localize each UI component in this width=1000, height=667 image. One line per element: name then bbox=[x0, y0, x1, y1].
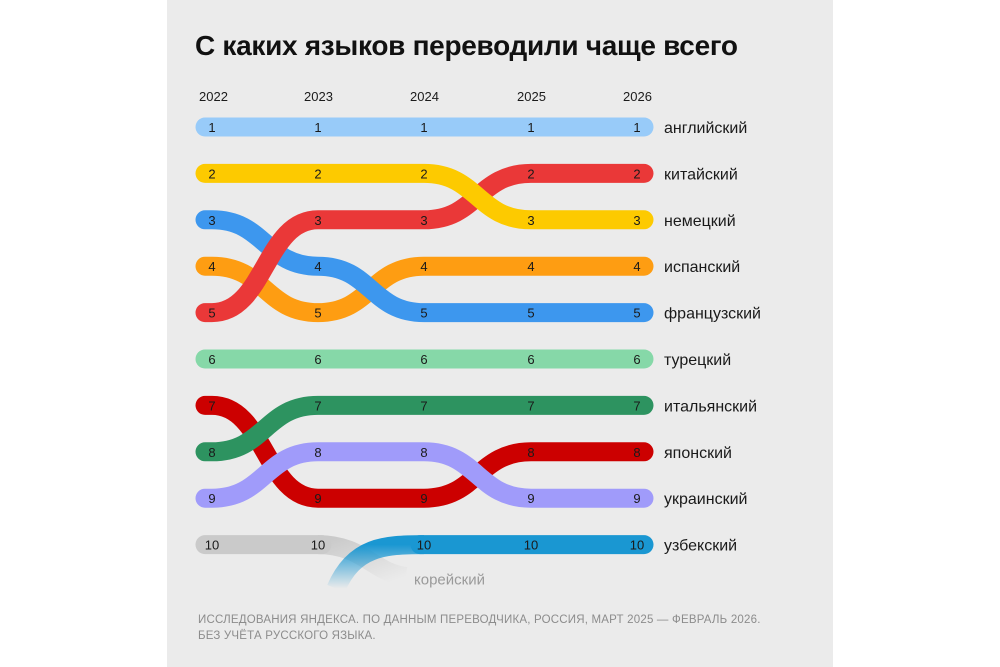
rank-label-7-2: 9 bbox=[420, 491, 427, 506]
rank-label-2-1: 3 bbox=[314, 213, 321, 228]
uzbek-entry-curve bbox=[327, 535, 425, 593]
rank-label-8-1: 8 bbox=[314, 445, 321, 460]
rank-label-4-2: 4 bbox=[420, 259, 427, 274]
language-label-4: испанский bbox=[664, 259, 740, 276]
language-label-9: украинский bbox=[664, 491, 747, 508]
rank-label-8-3: 9 bbox=[527, 491, 534, 506]
series-line-1 bbox=[195, 163, 654, 230]
rank-label-9-2: 10 bbox=[417, 538, 431, 553]
rank-label-8-0: 9 bbox=[208, 491, 215, 506]
series-line-7 bbox=[195, 395, 654, 508]
rank-label-5-1: 6 bbox=[314, 352, 321, 367]
rank-label-4-4: 4 bbox=[633, 259, 640, 274]
rank-label-5-3: 6 bbox=[527, 352, 534, 367]
rank-label-1-3: 3 bbox=[527, 213, 534, 228]
language-label-6: турецкий bbox=[664, 352, 731, 369]
rank-labels: 1 1 1 1 1 2 2 2 3 3 5 3 3 2 2 3 4 5 5 5 4 5 4 4 4 6 6 6 6 6 8 7 7 7 7 7 9 9 8 8… bbox=[205, 120, 644, 553]
rank-label-8-2: 8 bbox=[420, 445, 427, 460]
rank-label-8-4: 9 bbox=[633, 491, 640, 506]
rank-label-5-4: 6 bbox=[633, 352, 640, 367]
rank-label-3-4: 5 bbox=[633, 306, 640, 321]
bump-chart: 2022 2023 2024 2025 2026 корейский 1 1 1 1 1 2 2 2 3 3 5… bbox=[195, 89, 761, 593]
series-line-6 bbox=[195, 395, 654, 462]
rank-label-6-0: 8 bbox=[208, 445, 215, 460]
rank-label-0-0: 1 bbox=[208, 120, 215, 135]
rank-label-7-1: 9 bbox=[314, 491, 321, 506]
year-label-2022: 2022 bbox=[199, 89, 228, 104]
footnote: Исследования Яндекса. По данным Переводч… bbox=[198, 612, 761, 644]
year-label-2026: 2026 bbox=[623, 89, 652, 104]
language-label-8: японский bbox=[664, 445, 732, 462]
rank-label-6-4: 7 bbox=[633, 398, 640, 413]
language-label-7: итальянский bbox=[664, 398, 757, 415]
rank-label-1-4: 3 bbox=[633, 213, 640, 228]
rank-label-2-4: 2 bbox=[633, 166, 640, 181]
rank-label-3-2: 5 bbox=[420, 306, 427, 321]
rank-label-3-0: 3 bbox=[208, 213, 215, 228]
language-label-5: французский bbox=[664, 306, 761, 323]
rank-label-4-0: 4 bbox=[208, 259, 215, 274]
rank-label-10-1: 10 bbox=[311, 538, 325, 553]
rank-label-1-1: 2 bbox=[314, 166, 321, 181]
rank-label-5-2: 6 bbox=[420, 352, 427, 367]
rank-label-0-1: 1 bbox=[314, 120, 321, 135]
rank-label-3-3: 5 bbox=[527, 306, 534, 321]
rank-label-9-3: 10 bbox=[524, 538, 538, 553]
dropped-label-korean: корейский bbox=[414, 572, 485, 589]
series-line-3 bbox=[195, 210, 654, 323]
rank-label-6-1: 7 bbox=[314, 398, 321, 413]
rank-label-7-4: 8 bbox=[633, 445, 640, 460]
rank-label-7-3: 8 bbox=[527, 445, 534, 460]
rank-label-2-0: 5 bbox=[208, 306, 215, 321]
rank-label-5-0: 6 bbox=[208, 352, 215, 367]
series-line-2 bbox=[195, 163, 654, 323]
rank-label-0-2: 1 bbox=[420, 120, 427, 135]
rank-label-9-4: 10 bbox=[630, 538, 644, 553]
footnote-line-1: Исследования Яндекса. По данным Переводч… bbox=[198, 614, 761, 626]
series-lines bbox=[195, 117, 654, 593]
series-line-4 bbox=[195, 256, 654, 323]
rank-label-4-1: 5 bbox=[314, 306, 321, 321]
rank-label-1-2: 2 bbox=[420, 166, 427, 181]
language-label-3: немецкий bbox=[664, 213, 736, 230]
year-label-2024: 2024 bbox=[410, 89, 439, 104]
language-label-1: английский bbox=[664, 120, 747, 137]
year-label-2023: 2023 bbox=[304, 89, 333, 104]
rank-label-2-2: 3 bbox=[420, 213, 427, 228]
rank-label-7-0: 7 bbox=[208, 398, 215, 413]
rank-label-6-3: 7 bbox=[527, 398, 534, 413]
rank-label-10-0: 10 bbox=[205, 538, 219, 553]
language-label-10: узбекский bbox=[664, 538, 737, 555]
year-label-2025: 2025 bbox=[517, 89, 546, 104]
chart-card: С каких языков переводили чаще всего 202… bbox=[167, 0, 833, 667]
rank-label-0-4: 1 bbox=[633, 120, 640, 135]
rank-label-2-3: 2 bbox=[527, 166, 534, 181]
rank-label-3-1: 4 bbox=[314, 259, 321, 274]
rank-label-6-2: 7 bbox=[420, 398, 427, 413]
rank-label-4-3: 4 bbox=[527, 259, 534, 274]
chart-title: С каких языков переводили чаще всего bbox=[195, 30, 738, 61]
rank-label-0-3: 1 bbox=[527, 120, 534, 135]
series-line-8 bbox=[195, 442, 654, 508]
rank-label-1-0: 2 bbox=[208, 166, 215, 181]
footnote-line-2: Без учёта русского языка. bbox=[198, 630, 376, 642]
language-label-2: китайский bbox=[664, 166, 738, 183]
